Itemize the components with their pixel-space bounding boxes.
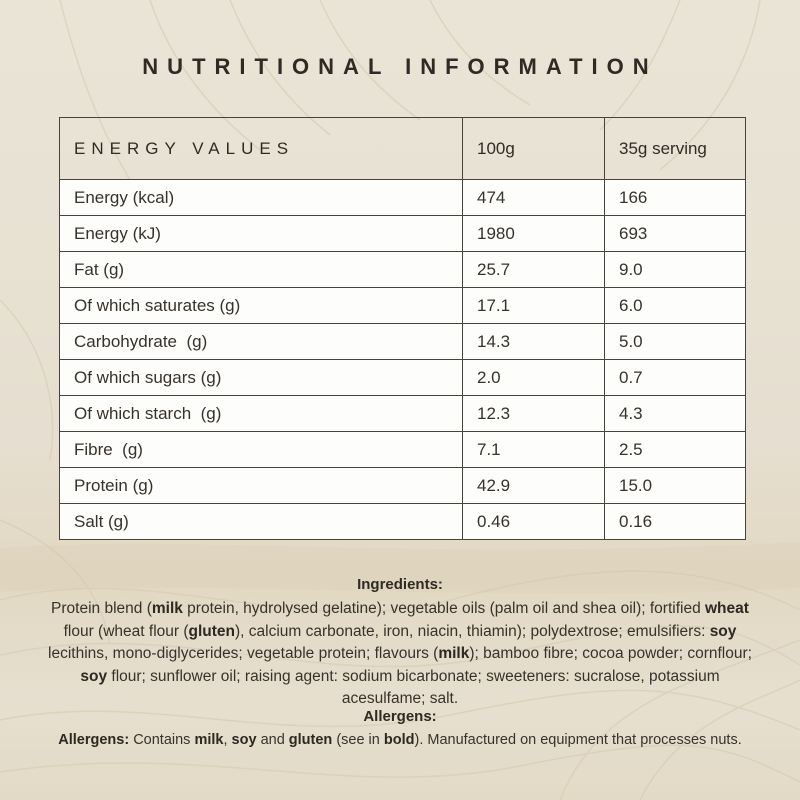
ingredients-section: Ingredients: Protein blend (milk protein…	[40, 576, 760, 711]
row-label: Fibre (g)	[59, 431, 463, 468]
value-35g: 9.0	[604, 251, 746, 288]
column-header-100g: 100g	[462, 117, 605, 180]
value-100g: 17.1	[462, 287, 605, 324]
row-label: Carbohydrate (g)	[59, 323, 463, 360]
nutrition-table: ENERGY VALUES 100g 35g serving Energy (k…	[59, 117, 746, 540]
table-row: Of which sugars (g) 2.0 0.7	[59, 359, 746, 396]
table-row: Fibre (g) 7.1 2.5	[59, 431, 746, 468]
page-title: NUTRITIONAL INFORMATION	[142, 54, 658, 79]
value-35g: 0.7	[604, 359, 746, 396]
column-header-35g-serving: 35g serving	[604, 117, 746, 180]
table-row: Of which saturates (g) 17.1 6.0	[59, 287, 746, 324]
allergens-section: Allergens: Allergens: Contains milk, soy…	[24, 708, 776, 750]
table-row: Energy (kJ) 1980 693	[59, 215, 746, 252]
table-row: Carbohydrate (g) 14.3 5.0	[59, 323, 746, 360]
table-row: Fat (g) 25.7 9.0	[59, 251, 746, 288]
value-35g: 693	[604, 215, 746, 252]
value-100g: 0.46	[462, 503, 605, 540]
column-header-energy-values: ENERGY VALUES	[59, 117, 463, 180]
row-label: Salt (g)	[59, 503, 463, 540]
value-35g: 5.0	[604, 323, 746, 360]
value-35g: 4.3	[604, 395, 746, 432]
value-100g: 25.7	[462, 251, 605, 288]
allergens-heading: Allergens:	[363, 708, 437, 725]
allergens-text: Allergens: Contains milk, soy and gluten…	[58, 732, 742, 748]
ingredients-text: Protein blend (milk protein, hydrolysed …	[48, 600, 752, 707]
row-label: Of which saturates (g)	[59, 287, 463, 324]
value-100g: 42.9	[462, 467, 605, 504]
value-100g: 2.0	[462, 359, 605, 396]
value-35g: 15.0	[604, 467, 746, 504]
value-100g: 7.1	[462, 431, 605, 468]
row-label: Protein (g)	[59, 467, 463, 504]
row-label: Fat (g)	[59, 251, 463, 288]
table-row: Salt (g) 0.46 0.16	[59, 503, 746, 540]
value-35g: 6.0	[604, 287, 746, 324]
row-label: Energy (kJ)	[59, 215, 463, 252]
table-row: Of which starch (g) 12.3 4.3	[59, 395, 746, 432]
value-100g: 14.3	[462, 323, 605, 360]
value-100g: 12.3	[462, 395, 605, 432]
row-label: Of which sugars (g)	[59, 359, 463, 396]
row-label: Energy (kcal)	[59, 179, 463, 216]
value-35g: 0.16	[604, 503, 746, 540]
table-row: Protein (g) 42.9 15.0	[59, 467, 746, 504]
row-label: Of which starch (g)	[59, 395, 463, 432]
table-header-row: ENERGY VALUES 100g 35g serving	[59, 117, 746, 180]
value-35g: 2.5	[604, 431, 746, 468]
value-100g: 474	[462, 179, 605, 216]
ingredients-heading: Ingredients:	[357, 576, 443, 593]
value-100g: 1980	[462, 215, 605, 252]
table-row: Energy (kcal) 474 166	[59, 179, 746, 216]
value-35g: 166	[604, 179, 746, 216]
